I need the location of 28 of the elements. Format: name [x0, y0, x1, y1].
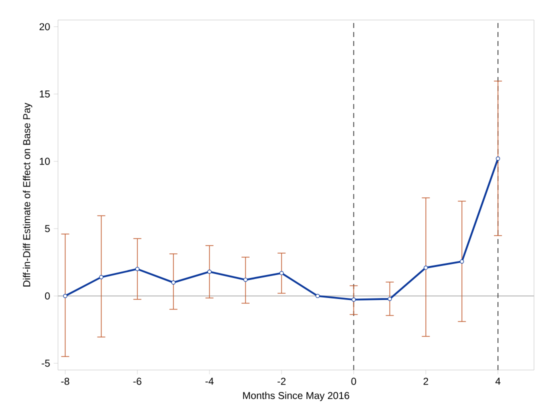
point	[207, 270, 212, 274]
point	[243, 278, 248, 282]
point	[496, 156, 500, 161]
point	[424, 266, 428, 270]
point	[352, 297, 356, 302]
y-tick-label: -5	[42, 360, 50, 367]
point	[316, 294, 320, 298]
x-tick-label: 4	[495, 378, 500, 385]
x-tick-label: -6	[133, 378, 142, 385]
point	[99, 275, 104, 280]
y-tick-label: 15	[40, 90, 50, 98]
x-tick-label: -4	[205, 378, 214, 385]
y-tick-label: 0	[45, 292, 50, 300]
point	[63, 294, 68, 298]
y-tick-label: 10	[40, 158, 50, 165]
point	[279, 270, 284, 276]
y-tick-label: 5	[45, 225, 50, 232]
x-tick-label: 2	[424, 378, 428, 385]
x-tick-label: -8	[61, 378, 70, 385]
point	[460, 259, 464, 264]
x-tick-label: -2	[278, 378, 286, 385]
point	[135, 266, 140, 272]
point	[171, 280, 176, 285]
point	[388, 296, 392, 302]
y-tick-label: 20	[40, 23, 50, 30]
y-axis-title: Diff-in-Diff Estimate of Effect on Base Pay	[22, 102, 32, 286]
x-tick-label: 0	[351, 378, 356, 385]
x-axis-title: Months Since May 2016	[243, 392, 350, 402]
